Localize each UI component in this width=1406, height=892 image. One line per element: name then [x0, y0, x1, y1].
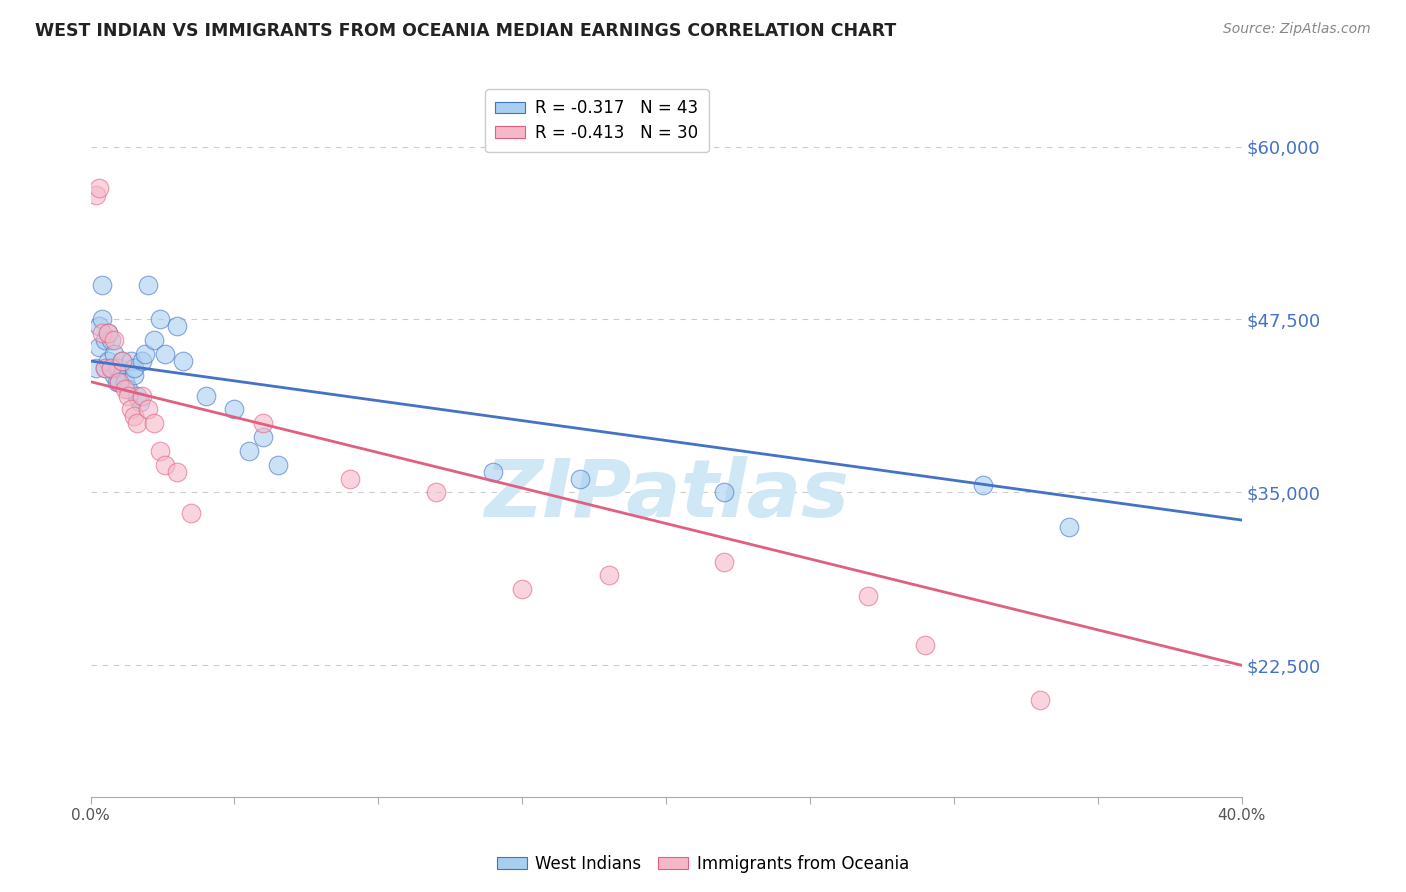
Point: [86, 360, 108, 375]
Legend: R = -0.317   N = 43, R = -0.413   N = 30: R = -0.317 N = 43, R = -0.413 N = 30: [485, 89, 709, 152]
Point: [114, 382, 136, 396]
Point: [122, 409, 145, 424]
Point: [125, 388, 148, 402]
Point: [252, 416, 274, 430]
Point: [91, 312, 114, 326]
Point: [91, 277, 114, 292]
Point: [97, 326, 120, 341]
Point: [136, 402, 159, 417]
Point: [91, 326, 114, 341]
Point: [568, 471, 591, 485]
Point: [122, 360, 145, 375]
Point: [89, 319, 111, 334]
Point: [131, 354, 153, 368]
Point: [97, 354, 120, 368]
Point: [89, 181, 111, 195]
Point: [125, 416, 148, 430]
Point: [142, 416, 165, 430]
Point: [166, 465, 188, 479]
Point: [100, 360, 122, 375]
Point: [108, 375, 131, 389]
Point: [131, 388, 153, 402]
Point: [856, 589, 879, 603]
Point: [89, 340, 111, 354]
Point: [713, 485, 735, 500]
Point: [103, 368, 125, 382]
Point: [155, 347, 177, 361]
Point: [238, 443, 260, 458]
Point: [103, 347, 125, 361]
Point: [111, 354, 134, 368]
Point: [266, 458, 288, 472]
Point: [224, 402, 246, 417]
Point: [114, 375, 136, 389]
Legend: West Indians, Immigrants from Oceania: West Indians, Immigrants from Oceania: [491, 848, 915, 880]
Point: [972, 478, 994, 492]
Point: [339, 471, 361, 485]
Point: [122, 368, 145, 382]
Point: [149, 312, 172, 326]
Point: [713, 555, 735, 569]
Text: WEST INDIAN VS IMMIGRANTS FROM OCEANIA MEDIAN EARNINGS CORRELATION CHART: WEST INDIAN VS IMMIGRANTS FROM OCEANIA M…: [35, 22, 897, 40]
Point: [425, 485, 447, 500]
Point: [105, 375, 128, 389]
Point: [86, 188, 108, 202]
Point: [94, 360, 117, 375]
Point: [105, 360, 128, 375]
Point: [155, 458, 177, 472]
Point: [194, 388, 217, 402]
Text: ZIPatlas: ZIPatlas: [484, 456, 849, 533]
Point: [103, 333, 125, 347]
Point: [510, 582, 533, 597]
Point: [482, 465, 505, 479]
Point: [100, 360, 122, 375]
Point: [136, 277, 159, 292]
Point: [117, 382, 139, 396]
Point: [111, 354, 134, 368]
Point: [172, 354, 194, 368]
Point: [166, 319, 188, 334]
Point: [108, 375, 131, 389]
Point: [128, 395, 150, 409]
Point: [134, 347, 156, 361]
Point: [598, 568, 620, 582]
Point: [108, 360, 131, 375]
Point: [142, 333, 165, 347]
Text: Source: ZipAtlas.com: Source: ZipAtlas.com: [1223, 22, 1371, 37]
Point: [94, 360, 117, 375]
Point: [97, 326, 120, 341]
Point: [120, 354, 142, 368]
Point: [94, 333, 117, 347]
Point: [149, 443, 172, 458]
Point: [180, 506, 202, 520]
Point: [914, 638, 936, 652]
Point: [120, 402, 142, 417]
Point: [117, 388, 139, 402]
Point: [100, 333, 122, 347]
Point: [252, 430, 274, 444]
Point: [1057, 520, 1080, 534]
Point: [1029, 693, 1052, 707]
